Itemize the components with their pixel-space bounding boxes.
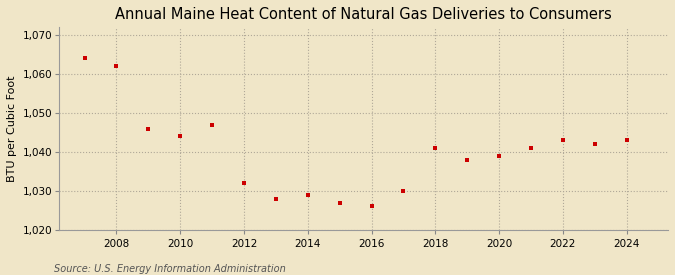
Y-axis label: BTU per Cubic Foot: BTU per Cubic Foot (7, 75, 17, 182)
Title: Annual Maine Heat Content of Natural Gas Deliveries to Consumers: Annual Maine Heat Content of Natural Gas… (115, 7, 612, 22)
Text: Source: U.S. Energy Information Administration: Source: U.S. Energy Information Administ… (54, 264, 286, 274)
